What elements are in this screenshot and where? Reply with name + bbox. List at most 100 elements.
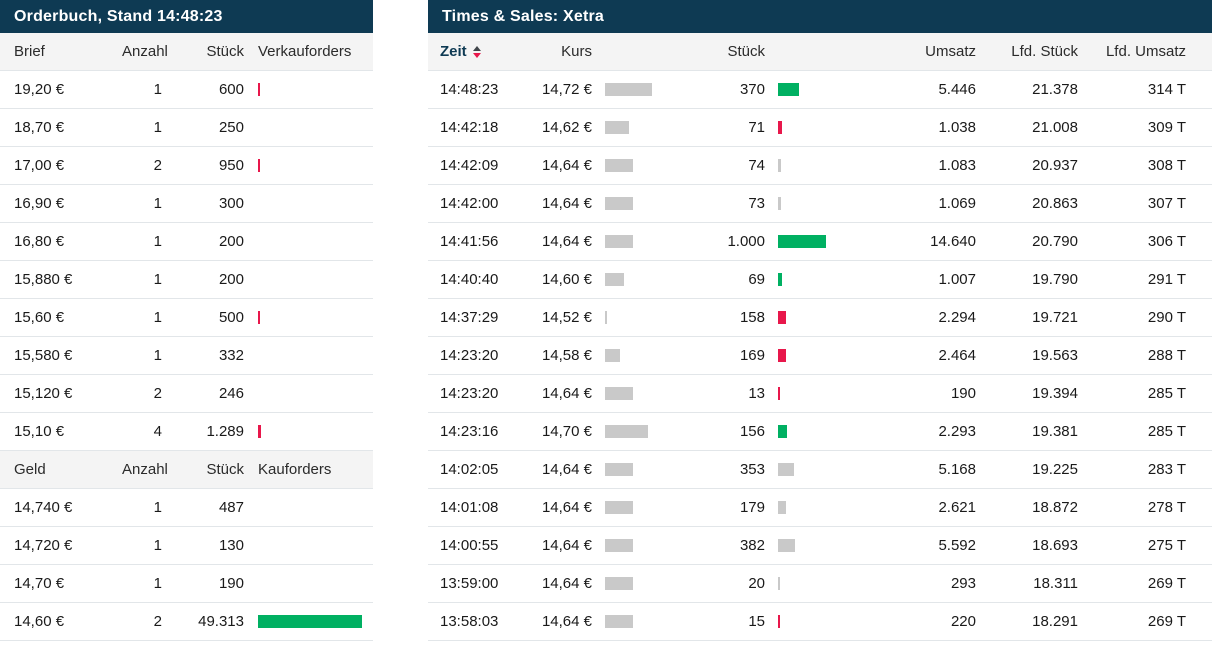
anzahl-cell: 1 [153, 309, 162, 326]
times-sales-row[interactable]: 14:48:23 14,72 € 370 5.446 21.378 314 T [428, 71, 1212, 109]
lfd-umsatz-cell: 285 T [1147, 423, 1186, 440]
col-header-anzahl: Anzahl [122, 43, 168, 60]
times-sales-row[interactable]: 14:37:29 14,52 € 158 2.294 19.721 290 T [428, 299, 1212, 337]
price-level-bar [605, 463, 633, 476]
zeit-cell: 14:42:18 [440, 119, 499, 136]
times-sales-row[interactable]: 14:23:20 14,64 € 13 190 19.394 285 T [428, 375, 1212, 413]
stueck-cell: 73 [748, 195, 765, 212]
lfd-stueck-cell: 20.863 [1032, 195, 1078, 212]
order-volume-bar [258, 159, 260, 172]
sort-desc-icon [472, 52, 481, 58]
lfd-stueck-cell: 19.721 [1032, 309, 1078, 326]
lfd-umsatz-cell: 269 T [1147, 575, 1186, 592]
trade-size-bar [778, 159, 781, 172]
orderbook-row[interactable]: 14,70 € 1 190 [0, 565, 373, 603]
times-sales-row[interactable]: 14:02:05 14,64 € 353 5.168 19.225 283 T [428, 451, 1212, 489]
times-sales-row[interactable]: 14:01:08 14,64 € 179 2.621 18.872 278 T [428, 489, 1212, 527]
times-sales-row[interactable]: 14:00:55 14,64 € 382 5.592 18.693 275 T [428, 527, 1212, 565]
stueck-bar-cell [765, 273, 845, 286]
times-sales-row[interactable]: 14:23:20 14,58 € 169 2.464 19.563 288 T [428, 337, 1212, 375]
orderbook-row[interactable]: 15,10 € 4 1.289 [0, 413, 373, 451]
col-header-anzahl: Anzahl [122, 461, 168, 478]
zeit-cell: 14:48:23 [440, 81, 499, 98]
orderbook-row[interactable]: 14,60 € 2 49.313 [0, 603, 373, 641]
trade-size-bar [778, 273, 782, 286]
col-header-verkauforders: Verkauforders [258, 43, 352, 60]
orderbook-row[interactable]: 15,120 € 2 246 [0, 375, 373, 413]
trade-size-bar [778, 235, 826, 248]
orderbook-row[interactable]: 16,90 € 1 300 [0, 185, 373, 223]
orderbook-ask-header: Brief Anzahl Stück Verkauforders [0, 33, 373, 71]
orderbook-row[interactable]: 18,70 € 1 250 [0, 109, 373, 147]
stueck-cell: 13 [748, 385, 765, 402]
stueck-bar-cell [765, 311, 845, 324]
orderbook-row[interactable]: 15,60 € 1 500 [0, 299, 373, 337]
anzahl-cell: 2 [153, 157, 162, 174]
orderbook-row[interactable]: 14,720 € 1 130 [0, 527, 373, 565]
lfd-stueck-cell: 21.008 [1032, 119, 1078, 136]
orderbook-row[interactable]: 15,580 € 1 332 [0, 337, 373, 375]
umsatz-cell: 220 [950, 613, 976, 630]
orders-bar-cell [244, 425, 359, 438]
price-level-bar [605, 235, 633, 248]
col-header-zeit-sort[interactable]: Zeit [440, 43, 520, 60]
stueck-cell: 500 [218, 309, 244, 326]
trade-size-bar [778, 615, 780, 628]
times-sales-row[interactable]: 14:42:18 14,62 € 71 1.038 21.008 309 T [428, 109, 1212, 147]
times-sales-row[interactable]: 14:42:00 14,64 € 73 1.069 20.863 307 T [428, 185, 1212, 223]
lfd-stueck-cell: 19.225 [1032, 461, 1078, 478]
price-level-bar [605, 197, 633, 210]
col-header-kurs: Kurs [561, 43, 592, 60]
times-sales-row[interactable]: 14:42:09 14,64 € 74 1.083 20.937 308 T [428, 147, 1212, 185]
times-sales-row[interactable]: 14:40:40 14,60 € 69 1.007 19.790 291 T [428, 261, 1212, 299]
umsatz-cell: 2.293 [938, 423, 976, 440]
col-header-kauforders: Kauforders [258, 461, 332, 478]
times-sales-row[interactable]: 14:23:16 14,70 € 156 2.293 19.381 285 T [428, 413, 1212, 451]
trade-size-bar [778, 387, 780, 400]
anzahl-cell: 2 [153, 385, 162, 402]
times-sales-row[interactable]: 14:41:56 14,64 € 1.000 14.640 20.790 306… [428, 223, 1212, 261]
price-cell: 14,70 € [14, 575, 65, 592]
times-sales-row[interactable]: 13:58:03 14,64 € 15 220 18.291 269 T [428, 603, 1212, 641]
kurs-cell: 14,64 € [541, 613, 592, 630]
umsatz-cell: 5.446 [938, 81, 976, 98]
kurs-bar-cell [592, 83, 688, 96]
zeit-cell: 14:23:20 [440, 385, 499, 402]
orderbook-row[interactable]: 14,740 € 1 487 [0, 489, 373, 527]
zeit-cell: 14:42:09 [440, 157, 499, 174]
orderbook-row[interactable]: 15,880 € 1 200 [0, 261, 373, 299]
orderbook-row[interactable]: 19,20 € 1 600 [0, 71, 373, 109]
stueck-cell: 158 [739, 309, 765, 326]
col-header-lfd-umsatz: Lfd. Umsatz [1105, 43, 1186, 60]
col-header-umsatz: Umsatz [925, 43, 976, 60]
price-cell: 14,720 € [14, 537, 73, 554]
lfd-stueck-cell: 21.378 [1032, 81, 1078, 98]
col-header-stueck: Stück [206, 43, 244, 60]
stueck-bar-cell [765, 235, 845, 248]
stueck-bar-cell [765, 463, 845, 476]
lfd-umsatz-cell: 308 T [1147, 157, 1186, 174]
kurs-cell: 14,72 € [541, 81, 592, 98]
trade-size-bar [778, 425, 787, 438]
kurs-cell: 14,64 € [541, 195, 592, 212]
price-level-bar [605, 273, 624, 286]
lfd-umsatz-cell: 291 T [1147, 271, 1186, 288]
kurs-bar-cell [592, 235, 688, 248]
price-cell: 19,20 € [14, 81, 65, 98]
orderbook-row[interactable]: 16,80 € 1 200 [0, 223, 373, 261]
price-level-bar [605, 425, 648, 438]
orderbook-row[interactable]: 17,00 € 2 950 [0, 147, 373, 185]
stueck-cell: 179 [739, 499, 765, 516]
zeit-cell: 14:41:56 [440, 233, 499, 250]
stueck-cell: 200 [218, 271, 244, 288]
orders-bar-cell [244, 83, 359, 96]
zeit-cell: 14:02:05 [440, 461, 499, 478]
kurs-bar-cell [592, 121, 688, 134]
times-sales-row[interactable]: 13:59:00 14,64 € 20 293 18.311 269 T [428, 565, 1212, 603]
anzahl-cell: 1 [153, 233, 162, 250]
lfd-stueck-cell: 19.394 [1032, 385, 1078, 402]
stueck-cell: 487 [218, 499, 244, 516]
umsatz-cell: 1.038 [938, 119, 976, 136]
lfd-stueck-cell: 18.872 [1032, 499, 1078, 516]
stueck-cell: 1.289 [206, 423, 244, 440]
